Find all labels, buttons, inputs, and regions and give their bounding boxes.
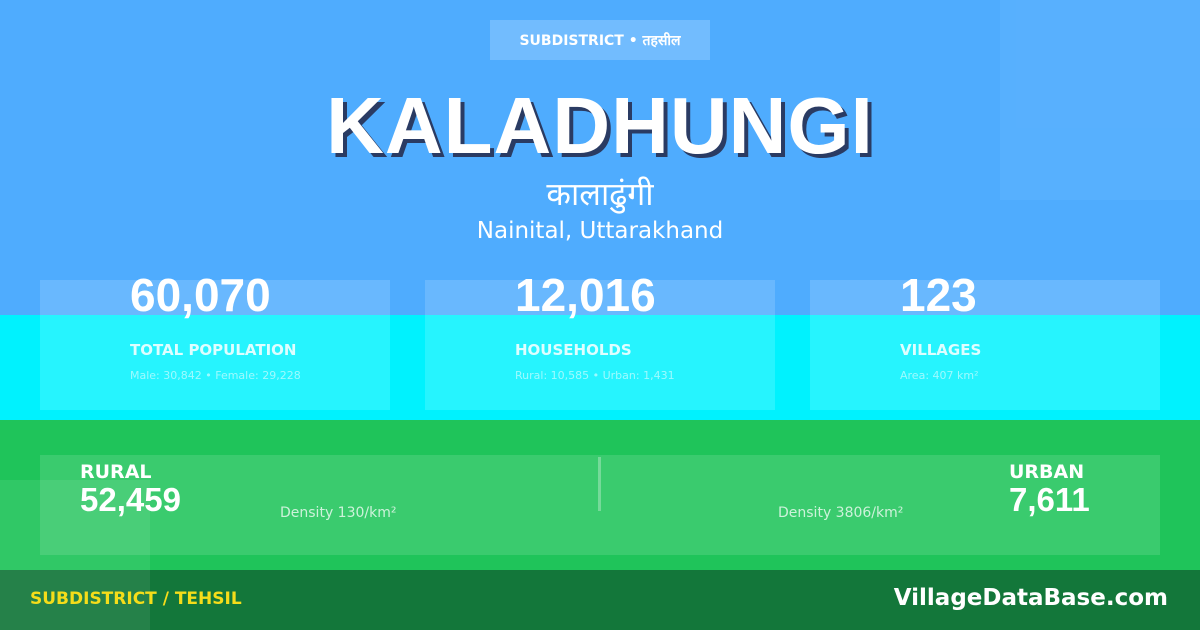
stat-card-villages: 123 VILLAGES Area: 407 km² [810,269,1160,410]
urban-label: URBAN [1009,461,1085,483]
stat-sub: Male: 30,842 • Female: 29,228 [130,369,301,382]
title-hindi: कालाढुंगी [546,175,654,213]
split-band [0,420,1200,570]
footer-band [0,570,1200,630]
footer-type: SUBDISTRICT / TEHSIL [30,589,242,609]
stat-label: TOTAL POPULATION [130,341,297,359]
stat-value: 60,070 [130,269,271,321]
rural-label: RURAL [80,461,152,483]
type-badge: SUBDISTRICT • तहसील [490,20,710,60]
decor-square [1000,0,1200,200]
stat-label: HOUSEHOLDS [515,341,632,359]
stat-sub: Area: 407 km² [900,369,979,382]
stat-sub: Rural: 10,585 • Urban: 1,431 [515,369,675,382]
divider [598,457,601,511]
stat-value: 123 [900,269,977,321]
stats-band [0,315,1200,420]
header-band [0,0,1200,315]
page-title: KALADHUNGI [326,81,874,170]
site-link[interactable]: VillageDataBase.com [893,585,1168,611]
stat-value: 12,016 [515,269,656,321]
decor-square [0,480,150,630]
stat-card-households: 12,016 HOUSEHOLDS Rural: 10,585 • Urban:… [425,269,775,410]
urban-value: 7,611 [1009,481,1090,518]
stat-card-population: 60,070 TOTAL POPULATION Male: 30,842 • F… [40,269,390,410]
urban-density: Density 3806/km² [778,505,904,521]
rural-density: Density 130/km² [280,505,397,521]
stat-label: VILLAGES [900,341,982,359]
location: Nainital, Uttarakhand [476,218,724,244]
rural-urban-panel: RURAL 52,459 Density 130/km² Density 380… [40,455,1160,555]
rural-value: 52,459 [80,481,181,518]
